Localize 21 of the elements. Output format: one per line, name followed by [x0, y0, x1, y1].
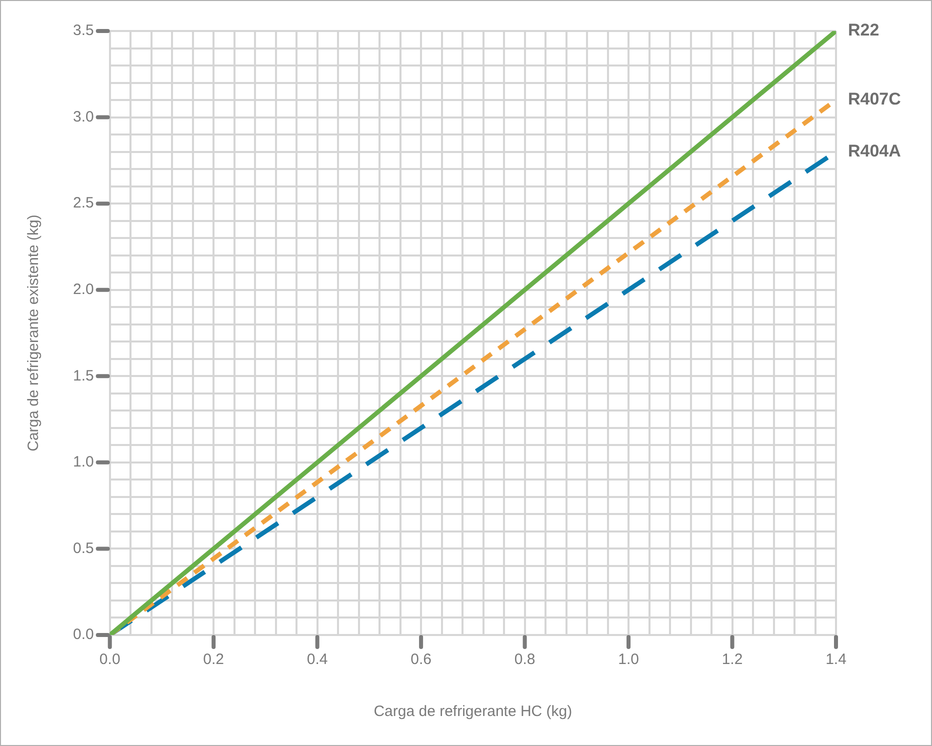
y-tick-label: 0.5	[72, 540, 94, 557]
y-tick-label: 1.5	[72, 367, 94, 384]
x-tick-label: 1.4	[826, 651, 846, 668]
y-tick-label: 2.0	[72, 281, 94, 298]
y-tick-label: 0.0	[72, 626, 94, 644]
x-tick-label: 1.0	[618, 651, 639, 668]
y-tick-label: 3.5	[72, 22, 94, 40]
y-tick-label: 3.0	[72, 108, 94, 126]
y-tick-label: 2.5	[72, 194, 94, 212]
series-label: R22	[848, 20, 880, 40]
x-tick-label: 0.8	[514, 651, 536, 668]
y-axis-title: Carga de refrigerante existente (kg)	[25, 214, 42, 452]
x-tick-label: 0.2	[203, 651, 224, 668]
x-tick-label: 0.4	[306, 651, 328, 668]
y-tick-label: 1.0	[72, 454, 94, 471]
series-label: R404A	[848, 141, 901, 160]
x-axis-title: Carga de refrigerante HC (kg)	[374, 703, 572, 720]
series-label: R407C	[848, 90, 901, 109]
x-tick-label: 1.2	[722, 651, 743, 668]
x-tick-label: 0.6	[410, 651, 432, 668]
x-tick-label: 0.0	[99, 651, 120, 668]
